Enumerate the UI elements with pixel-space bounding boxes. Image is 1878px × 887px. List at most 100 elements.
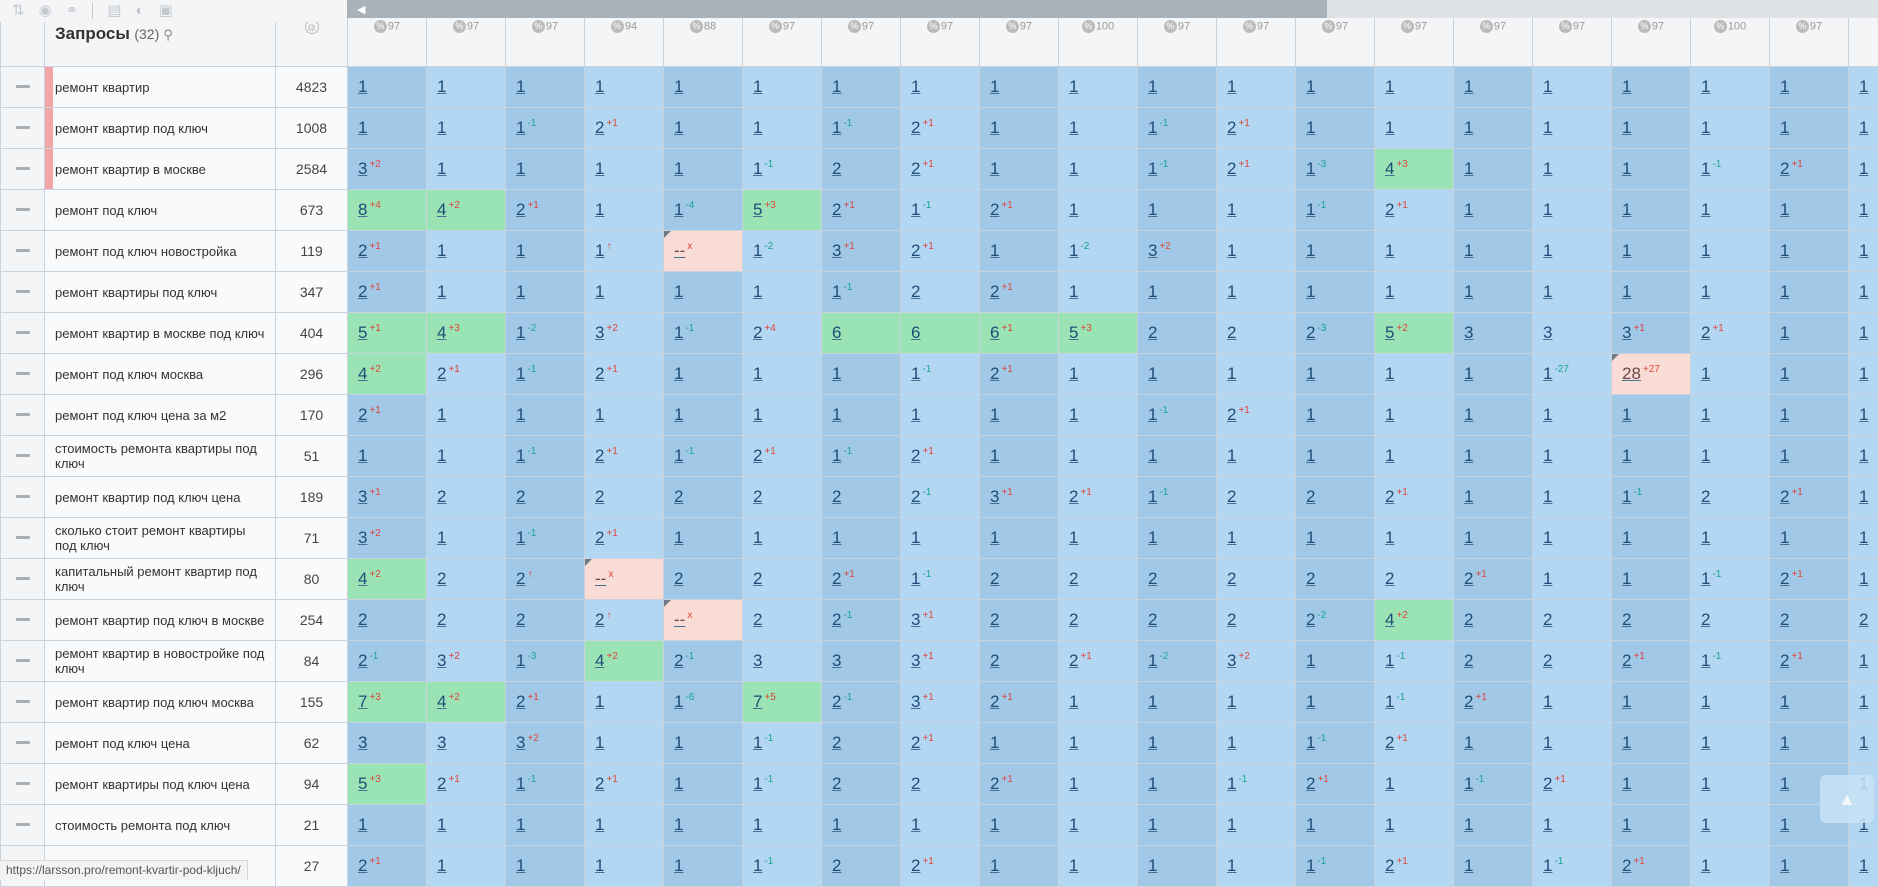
position-value[interactable]: 1 xyxy=(1859,159,1868,178)
position-value[interactable]: 3 xyxy=(437,651,446,670)
position-value[interactable]: 3 xyxy=(1543,323,1552,342)
position-cell[interactable]: 1 xyxy=(1691,805,1770,846)
position-value[interactable]: 2 xyxy=(1148,610,1157,629)
position-cell[interactable]: 2+1 xyxy=(1217,395,1296,436)
position-cell[interactable]: 6 xyxy=(901,313,980,354)
position-value[interactable]: 1 xyxy=(1543,692,1552,711)
position-value[interactable]: 5 xyxy=(1385,323,1394,342)
position-cell[interactable]: 1 xyxy=(1296,231,1375,272)
position-value[interactable]: 2 xyxy=(990,774,999,793)
position-value[interactable]: 1 xyxy=(1069,200,1078,219)
position-cell[interactable]: 2+1 xyxy=(1375,190,1454,231)
position-cell[interactable]: 1-1 xyxy=(1375,641,1454,682)
position-cell[interactable]: 1 xyxy=(585,723,664,764)
minus-icon[interactable] xyxy=(16,331,30,334)
position-cell[interactable]: 1 xyxy=(822,67,901,108)
position-value[interactable]: 1 xyxy=(1385,241,1394,260)
position-value[interactable]: 2 xyxy=(1306,487,1315,506)
position-value[interactable]: 2 xyxy=(832,569,841,588)
position-cell[interactable]: 1 xyxy=(743,354,822,395)
position-cell[interactable]: 2+1 xyxy=(1375,723,1454,764)
position-value[interactable]: 1 xyxy=(753,118,762,137)
position-cell[interactable]: 1 xyxy=(1059,723,1138,764)
position-value[interactable]: 5 xyxy=(1069,323,1078,342)
position-value[interactable]: 2 xyxy=(1622,610,1631,629)
position-value[interactable]: 1 xyxy=(437,446,446,465)
position-cell[interactable]: 3+1 xyxy=(1612,313,1691,354)
position-cell[interactable]: 1 xyxy=(664,149,743,190)
position-cell[interactable]: 2+1 xyxy=(1059,641,1138,682)
position-value[interactable]: 2 xyxy=(595,487,604,506)
position-value[interactable]: 1 xyxy=(1069,692,1078,711)
position-value[interactable]: 2 xyxy=(1227,610,1236,629)
position-cell[interactable]: 2+1 xyxy=(1217,108,1296,149)
position-cell[interactable]: 1↑ xyxy=(585,231,664,272)
position-cell[interactable]: 1 xyxy=(1059,354,1138,395)
query-text[interactable]: ремонт под ключ цена за м2 xyxy=(45,395,276,436)
position-cell[interactable]: 1 xyxy=(1691,436,1770,477)
position-value[interactable]: 1 xyxy=(516,446,525,465)
position-value[interactable]: 1 xyxy=(1622,118,1631,137)
position-cell[interactable]: 2 xyxy=(1217,313,1296,354)
position-value[interactable]: 2 xyxy=(358,651,367,670)
position-cell[interactable]: 1 xyxy=(1849,559,1878,600)
position-value[interactable]: 1 xyxy=(1701,569,1710,588)
position-value[interactable]: 1 xyxy=(1148,733,1157,752)
position-cell[interactable]: 1 xyxy=(1770,723,1849,764)
position-value[interactable]: 1 xyxy=(1780,692,1789,711)
position-cell[interactable]: 1 xyxy=(1296,805,1375,846)
position-value[interactable]: 1 xyxy=(911,528,920,547)
position-value[interactable]: 1 xyxy=(1701,733,1710,752)
position-value[interactable]: 1 xyxy=(1622,159,1631,178)
position-cell[interactable]: 4+2 xyxy=(585,641,664,682)
position-value[interactable]: 2 xyxy=(437,364,446,383)
position-value[interactable]: 2 xyxy=(595,118,604,137)
position-cell[interactable]: 2 xyxy=(1138,313,1217,354)
position-value[interactable]: 1 xyxy=(1069,733,1078,752)
position-cell[interactable]: 2 xyxy=(427,559,506,600)
position-cell[interactable]: 1 xyxy=(1612,108,1691,149)
position-cell[interactable]: 2 xyxy=(743,477,822,518)
position-value[interactable]: 1 xyxy=(595,405,604,424)
position-cell[interactable]: 1 xyxy=(1612,190,1691,231)
position-value[interactable]: 1 xyxy=(437,856,446,875)
position-value[interactable]: 7 xyxy=(358,692,367,711)
position-value[interactable]: 3 xyxy=(516,733,525,752)
position-cell[interactable]: 1-2 xyxy=(506,313,585,354)
position-cell[interactable]: 1 xyxy=(980,108,1059,149)
query-text[interactable]: ремонт квартир в москве под ключ xyxy=(45,313,276,354)
position-value[interactable]: 1 xyxy=(1385,446,1394,465)
position-value[interactable]: 1 xyxy=(1622,77,1631,96)
position-value[interactable]: 2 xyxy=(358,610,367,629)
position-value[interactable]: 2 xyxy=(911,774,920,793)
position-value[interactable]: 1 xyxy=(1385,651,1394,670)
position-cell[interactable]: 1 xyxy=(1296,518,1375,559)
link-icon[interactable]: ⚭ xyxy=(66,1,79,21)
position-value[interactable]: 1 xyxy=(1859,364,1868,383)
position-value[interactable]: 1 xyxy=(1464,487,1473,506)
position-cell[interactable]: 1 xyxy=(1849,354,1878,395)
position-value[interactable]: 2 xyxy=(990,282,999,301)
position-cell[interactable]: 1 xyxy=(506,846,585,887)
position-cell[interactable]: 1 xyxy=(585,67,664,108)
position-cell[interactable]: 1 xyxy=(1059,846,1138,887)
position-value[interactable]: 1 xyxy=(1780,733,1789,752)
position-value[interactable]: 2 xyxy=(911,241,920,260)
position-cell[interactable]: 1-1 xyxy=(664,436,743,477)
position-value[interactable]: 2 xyxy=(1780,159,1789,178)
position-value[interactable]: 1 xyxy=(674,364,683,383)
position-value[interactable]: 2 xyxy=(1701,487,1710,506)
position-value[interactable]: 1 xyxy=(516,774,525,793)
scroll-left-arrow-icon[interactable]: ◀ xyxy=(357,3,365,16)
position-value[interactable]: 1 xyxy=(674,528,683,547)
position-cell[interactable]: 2 xyxy=(1533,600,1612,641)
position-value[interactable]: 1 xyxy=(1464,118,1473,137)
position-cell[interactable]: 2+1 xyxy=(1612,846,1691,887)
position-value[interactable]: 5 xyxy=(358,774,367,793)
minus-icon[interactable] xyxy=(16,290,30,293)
position-cell[interactable]: 1 xyxy=(585,149,664,190)
position-cell[interactable]: 1 xyxy=(901,805,980,846)
position-value[interactable]: 2 xyxy=(674,487,683,506)
position-cell[interactable]: 2+1 xyxy=(1454,682,1533,723)
position-cell[interactable]: 2 xyxy=(980,600,1059,641)
